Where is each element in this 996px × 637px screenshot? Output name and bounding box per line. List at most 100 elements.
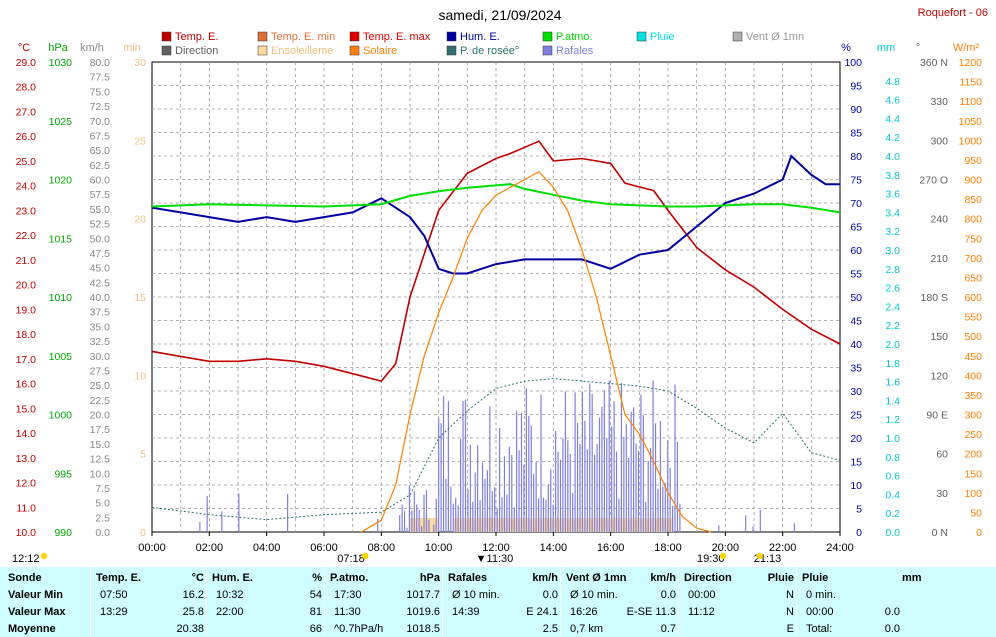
axis-tick-label: 200 [964,449,982,461]
axis-tick-label: 67.5 [90,130,111,142]
axis-tick-label: 75 [850,175,862,187]
stats-table: Sonde Temp. E. °C Hum. E.% P.atmo. hPa Rafales… [0,567,996,637]
axis-unit-label: °C [18,42,30,54]
table-cell: E 24.1 [526,606,558,618]
axis-tick-label: 500 [964,331,982,343]
axis-tick-label: 850 [964,194,982,206]
axis-tick-label: 0.0 [885,527,900,539]
axis-tick-label: 65.0 [90,145,111,157]
table-cell: 54 [309,589,322,601]
axis-tick-label: 72.5 [90,101,111,113]
table-cell: mm [902,572,922,584]
sun-marker-icon [719,552,727,560]
legend-label: Solaire [363,45,397,57]
axis-tick-label: 1005 [49,351,73,363]
table-cell: 66 [309,623,322,635]
axis-tick-label: 1020 [49,175,73,187]
axis-tick-label: 550 [964,312,982,324]
axis-tick-label: 600 [964,292,982,304]
table-cell: Sonde [8,572,42,584]
axis-tick-label: 22.5 [90,395,111,407]
table-cell: °C [191,572,204,584]
axis-tick-label: 15.0 [16,403,37,415]
axis-tick-label: 20.0 [90,410,111,422]
chart-series [151,140,841,533]
x-tick-label: 02:00 [196,542,224,554]
table-cell: 1017.7 [406,589,440,601]
table-cell: Hum. E. [212,572,253,584]
table-cell: 1019.6 [406,606,440,618]
axis-tick-label: 15 [134,292,146,304]
axis-tick-label: 0.6 [885,471,900,483]
legend-swatch [257,31,268,42]
axis-tick-label: 65 [850,222,862,234]
table-cell: Moyenne [8,623,56,635]
legend-label: Direction [175,45,218,57]
legend-swatch [161,45,172,56]
series-line-p-de-ros-e- [151,378,841,521]
table-cell: Valeur Min [8,589,64,601]
table-cell: 20.38 [176,623,204,635]
table-cell: ^0.7hPa/h [334,623,384,635]
axis-tick-label: 210 [930,253,948,265]
axis-tick-label: 70 [850,198,862,210]
axis-tick-label: 12.5 [90,454,111,466]
series-line-p-atmo- [151,183,841,214]
table-cell: 0.0 [542,589,558,601]
axis-tick-label: 10 [850,480,862,492]
table-cell: 0,7 km [570,623,604,635]
axis-tick-label: 0.2 [885,508,900,520]
x-tick-label: 16:00 [597,542,625,554]
axis-tick-label: 1.2 [885,414,900,426]
axis-tick-label: 3.0 [885,245,900,257]
table-divider [560,567,561,637]
table-cell: 11:12 [688,606,715,618]
table-cell: N [786,606,794,618]
axis-tick-label: 3.2 [885,226,900,238]
legend-label: Ensoleilleme [271,45,333,57]
axis-tick-label: 80 [850,151,862,163]
table-divider [442,567,443,637]
legend-swatch [446,45,457,56]
weather-chart: 00:00 02:00 04:00 06:00 08:00 10:00 12:00 14:00… [12,7,988,565]
axis-tick-label: 1100 [959,96,982,108]
axis-tick-label: 1200 [959,57,983,69]
axis-tick-label: 1010 [49,292,73,304]
axis-tick-label: 12.0 [16,478,37,490]
axis-tick-label: 0.4 [885,489,900,501]
axis-tick-label: 330 [930,96,948,108]
axis-tick-label: 10.0 [90,468,111,480]
table-divider [324,567,325,637]
axis-tick-label: 60 [936,449,948,461]
axis-tick-label: 300 [964,410,982,422]
axis-tick-label: 70.0 [90,116,111,128]
axis-tick-label: 26.0 [16,131,37,143]
axis-tick-label: 800 [964,214,982,226]
axis-tick-label: 270 O [919,175,948,187]
axis-tick-label: 1030 [49,57,73,69]
table-cell: Direction [684,572,732,584]
sun-marker-icon [40,552,48,560]
axis-tick-label: 900 [964,175,982,187]
axis-tick-label: 2.5 [95,512,110,524]
table-divider [206,567,207,637]
axis-tick-label: 37.5 [90,307,111,319]
axis-unit-label: % [841,42,851,54]
axis-unit-label: hPa [48,42,68,54]
axis-tick-label: 21.0 [16,255,37,267]
axis-tick-label: 29.0 [16,57,37,69]
axis-tick-label: 15 [850,457,862,469]
table-cell: 14:39 [452,606,480,618]
axis-tick-label: 30 [936,488,948,500]
axis-tick-label: 75.0 [90,86,111,98]
axis-tick-label: 50 [850,292,862,304]
axis-tick-label: 1.6 [885,377,900,389]
axis-tick-label: 42.5 [90,277,111,289]
legend-swatch [161,31,172,42]
axis-tick-label: 1150 [959,77,982,89]
table-cell: hPa [419,572,440,584]
table-cell: Temp. E. [96,572,142,584]
legend-label: P.atmo. [556,31,593,43]
axis-tick-label: 95 [850,81,862,93]
axis-tick-label: 30 [850,386,862,398]
